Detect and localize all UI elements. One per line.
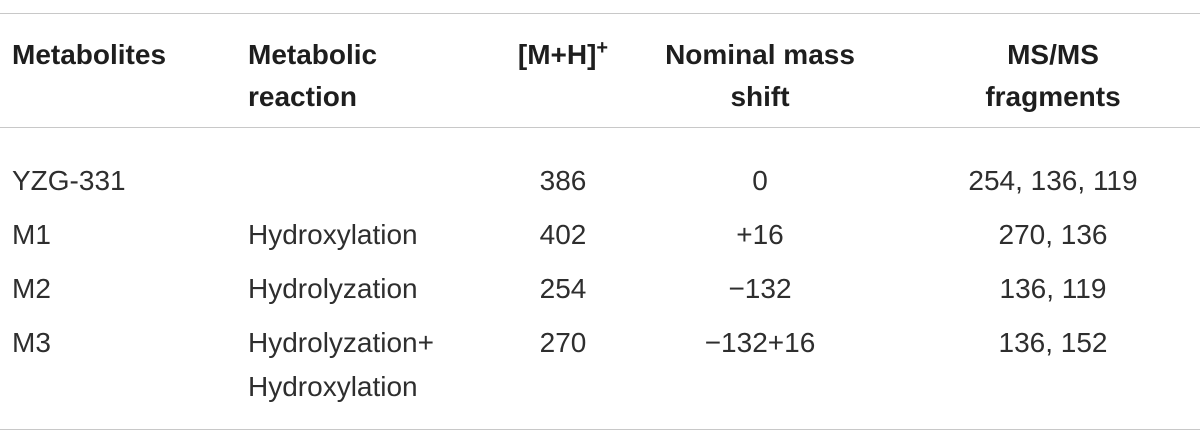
cell-text: Hydroxylation: [248, 371, 418, 402]
header-text: Metabolites: [12, 39, 167, 70]
table-cell: M3: [0, 316, 248, 430]
table-cell: [248, 128, 490, 209]
table-row: M2 Hydrolyzation 254 −132 136, 119: [0, 262, 1200, 316]
table-cell: Hydrolyzation: [248, 262, 490, 316]
table-cell: +16: [636, 208, 884, 262]
table-cell: 136, 152: [884, 316, 1200, 430]
cell-text: YZG-331: [12, 165, 126, 196]
header-text: shift: [730, 81, 790, 112]
cell-text: Hydrolyzation: [248, 273, 418, 304]
cell-text: 254: [539, 273, 587, 304]
header-text: reaction: [248, 81, 357, 112]
cell-text: M1: [12, 219, 51, 250]
table-cell: 136, 119: [884, 262, 1200, 316]
cell-text: Hydroxylation: [248, 219, 418, 250]
header-row: Metabolites Metabolic reaction [M+H]+ Nomina…: [0, 14, 1200, 128]
cell-text: 136, 152: [998, 327, 1108, 358]
cell-text: 270, 136: [998, 219, 1108, 250]
superscript: +: [596, 37, 609, 59]
header-cell: Nominal mass shift: [636, 14, 884, 128]
header-text: Metabolic: [248, 39, 378, 70]
cell-text: 270: [539, 327, 587, 358]
table-cell: Hydrolyzation+ Hydroxylation: [248, 316, 490, 430]
table-cell: 270, 136: [884, 208, 1200, 262]
table-cell: M2: [0, 262, 248, 316]
table-cell: −132+16: [636, 316, 884, 430]
table-cell: YZG-331: [0, 128, 248, 209]
table-cell: 0: [636, 128, 884, 209]
table-cell: 254: [490, 262, 636, 316]
cell-text: +16: [736, 219, 784, 250]
table-cell: 254, 136, 119: [884, 128, 1200, 209]
table-cell: M1: [0, 208, 248, 262]
cell-text: 386: [539, 165, 587, 196]
cell-text: Hydrolyzation+: [248, 327, 434, 358]
table-row: M1 Hydroxylation 402 +16 270, 136: [0, 208, 1200, 262]
header-cell: [M+H]+: [490, 14, 636, 128]
table-cell: Hydroxylation: [248, 208, 490, 262]
header-cell: Metabolic reaction: [248, 14, 490, 128]
cell-text: −132: [728, 273, 792, 304]
table-header: Metabolites Metabolic reaction [M+H]+ Nomina…: [0, 14, 1200, 128]
header-text: MS/MS: [1007, 39, 1099, 70]
header-cell: MS/MS fragments: [884, 14, 1200, 128]
cell-text: −132+16: [704, 327, 816, 358]
header-text: [M+H]+: [517, 37, 609, 70]
header-text: fragments: [985, 81, 1121, 112]
header-cell: Metabolites: [0, 14, 248, 128]
table-cell: 402: [490, 208, 636, 262]
table-row: YZG-331 386 0 254, 136, 119: [0, 128, 1200, 209]
table-body: YZG-331 386 0 254, 136, 119 M1 Hydroxylation 4…: [0, 128, 1200, 430]
table-cell: 270: [490, 316, 636, 430]
metabolite-table: Metabolites Metabolic reaction [M+H]+ Nomina…: [0, 13, 1200, 430]
cell-text: M3: [12, 327, 51, 358]
table-row: M3 Hydrolyzation+ Hydroxylation 270 −132+16 1…: [0, 316, 1200, 430]
cell-text: M2: [12, 273, 51, 304]
table-cell: −132: [636, 262, 884, 316]
table-cell: 386: [490, 128, 636, 209]
cell-text: 254, 136, 119: [968, 165, 1138, 196]
cell-text: 402: [539, 219, 587, 250]
header-text: Nominal mass: [665, 39, 855, 70]
cell-text: 0: [752, 165, 768, 196]
cell-text: 136, 119: [999, 273, 1107, 304]
